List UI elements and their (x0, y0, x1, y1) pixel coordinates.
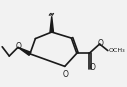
Polygon shape (50, 16, 53, 32)
Polygon shape (18, 47, 31, 55)
Text: OCH₃: OCH₃ (108, 48, 125, 53)
Text: O: O (89, 64, 95, 72)
Text: O: O (62, 70, 68, 79)
Text: O: O (16, 42, 21, 51)
Text: O: O (97, 39, 103, 48)
